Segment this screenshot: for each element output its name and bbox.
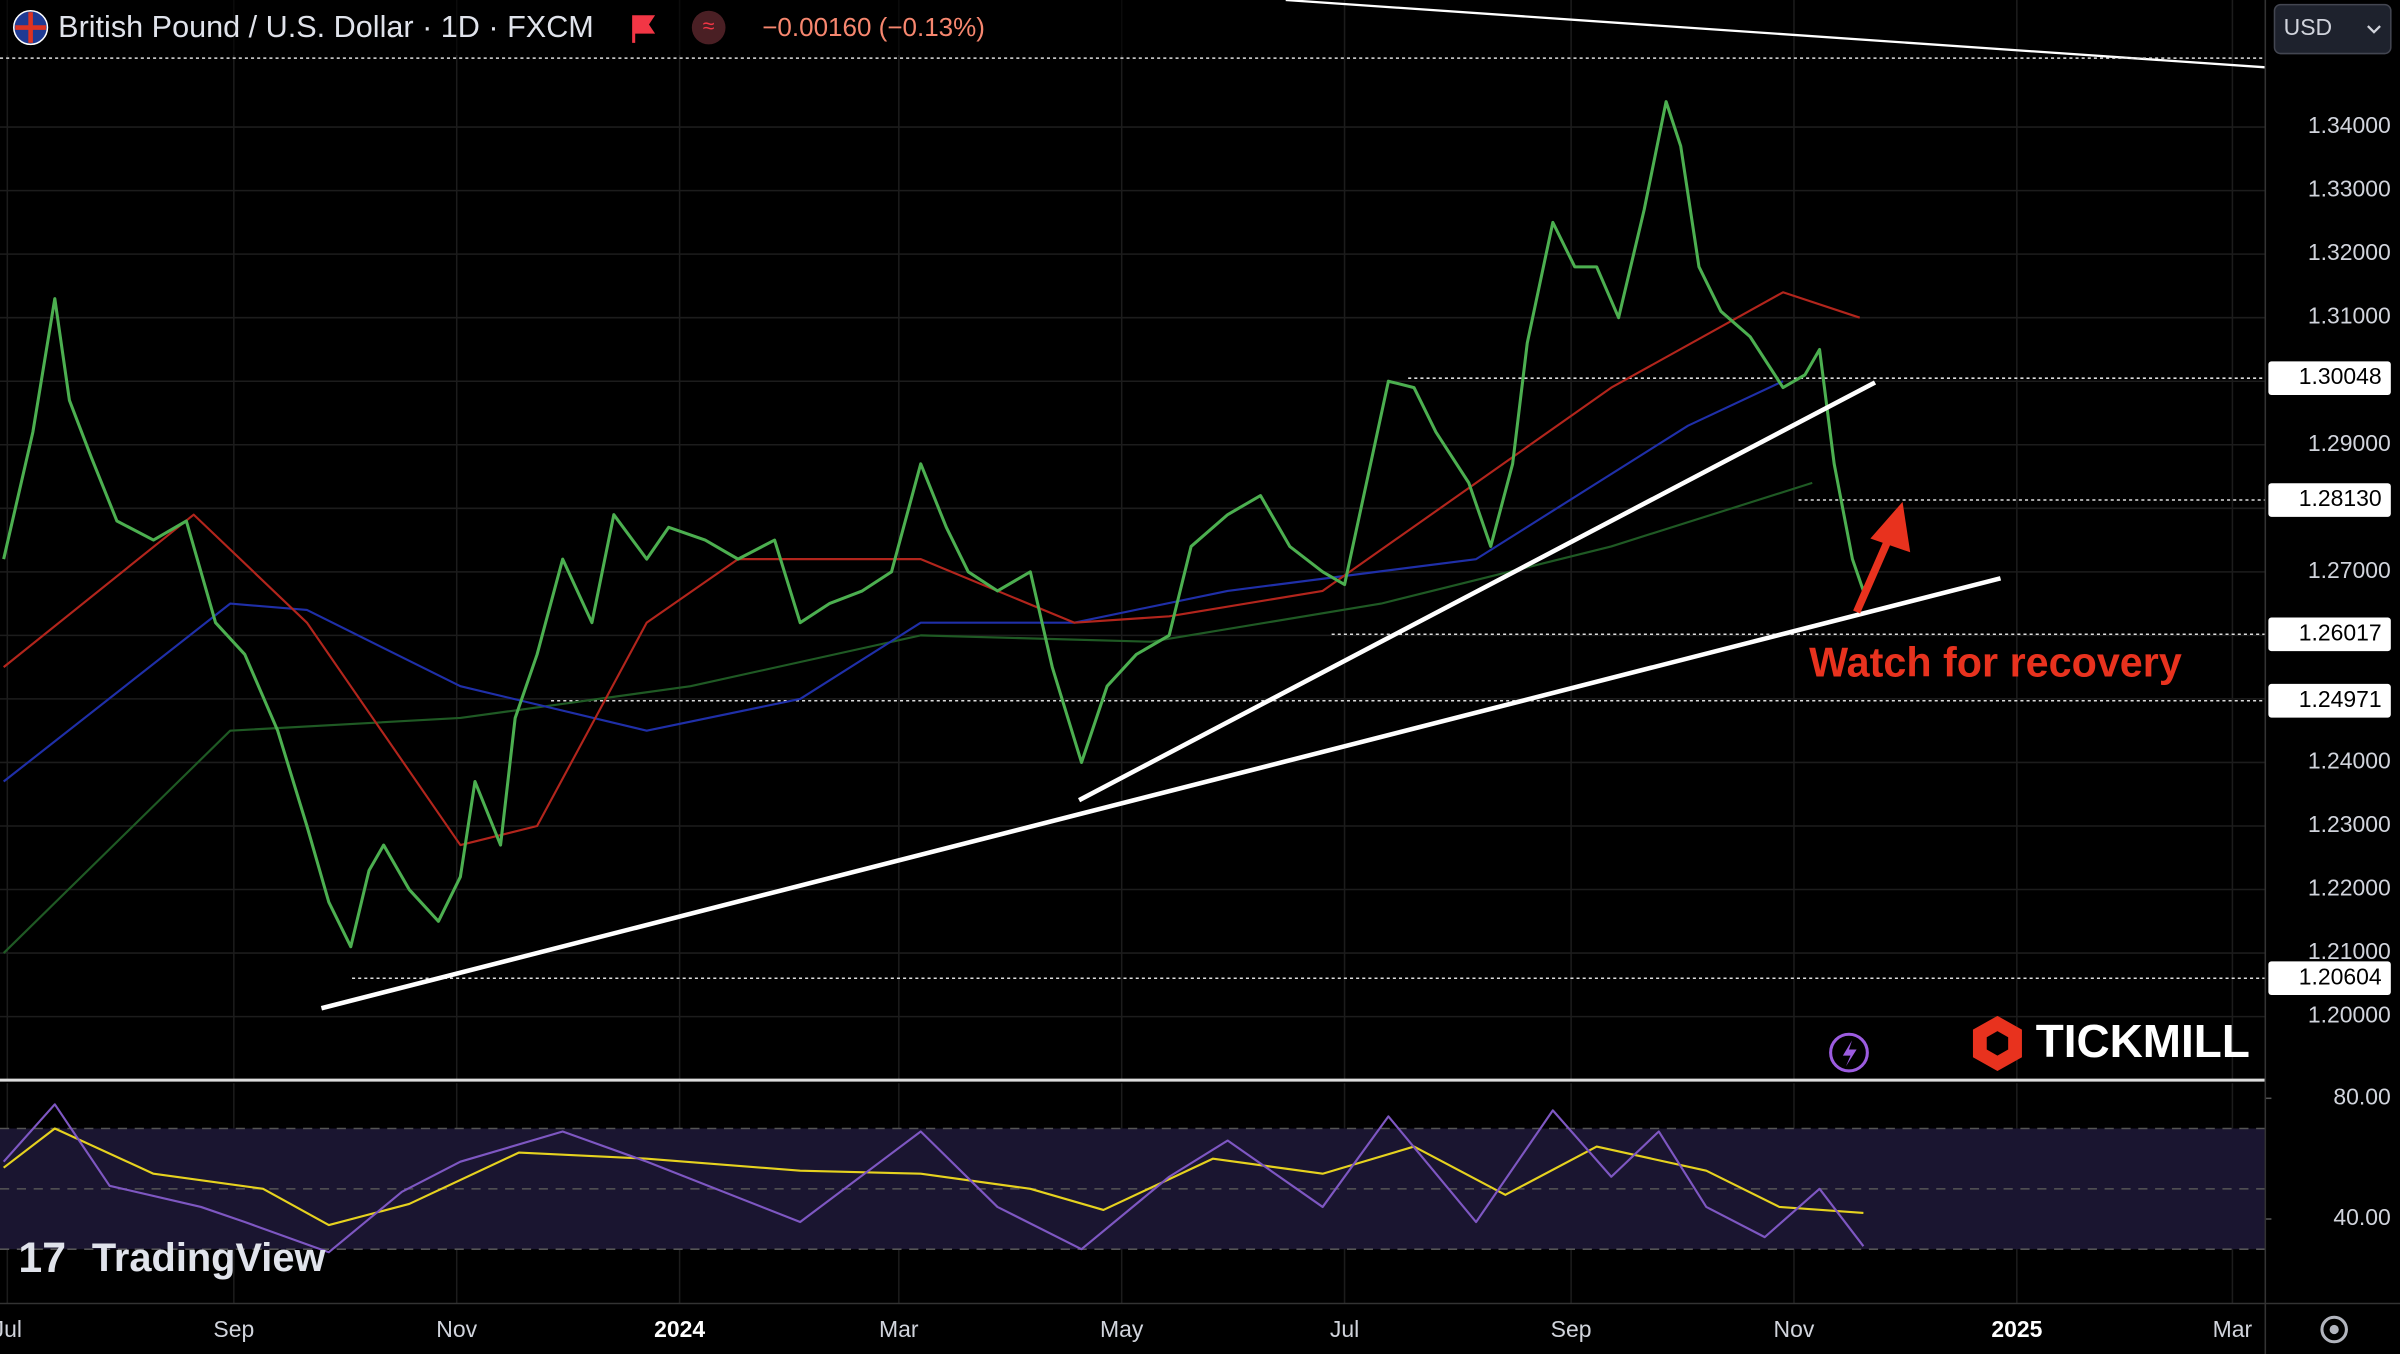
price-label: 1.24971	[2299, 686, 2382, 712]
annotation: Watch for recovery	[1809, 639, 2182, 685]
price-label-box	[2268, 961, 2391, 996]
price-label: 1.30048	[2299, 363, 2382, 389]
flag-icon[interactable]	[632, 15, 656, 43]
price-label-box	[2268, 617, 2391, 652]
x-tick-label: 2025	[1991, 1316, 2042, 1342]
y-tick-label: 1.31000	[2308, 303, 2391, 329]
arrow-head	[1870, 501, 1911, 553]
indicator-icon[interactable]	[691, 10, 726, 45]
price-label-box	[2268, 683, 2391, 718]
price-label-box	[2268, 361, 2391, 396]
symbol-title[interactable]: British Pound / U.S. Dollar · 1D · FXCM	[58, 10, 594, 44]
tradingview-logo: TradingView	[92, 1236, 327, 1280]
y-tick-label: 1.34000	[2308, 112, 2391, 138]
price-change: −0.00160 (−0.13%)	[762, 12, 985, 42]
currency-select[interactable]	[2273, 3, 2392, 55]
series-line	[2, 481, 1813, 954]
x-tick-label: Nov	[436, 1316, 477, 1342]
lightning-glyph	[1842, 1040, 1857, 1067]
y-tick-label: 1.33000	[2308, 176, 2391, 202]
x-tick-label: Sep	[1551, 1316, 1592, 1342]
trend-line	[1285, 0, 2266, 69]
settings-button[interactable]	[2320, 1315, 2348, 1344]
x-tick-label: Jul	[0, 1316, 22, 1342]
header-bg	[0, 0, 1164, 56]
axes: 1.200001.210001.220001.230001.240001.250…	[0, 112, 2391, 1342]
tv-logo-mark: 17	[18, 1234, 66, 1282]
series-line	[3, 1127, 1864, 1227]
series-line	[2, 380, 1784, 783]
y-tick-label: 1.24000	[2308, 748, 2391, 774]
y-tick-label: 40.00	[2333, 1204, 2390, 1230]
series-line	[2, 291, 1861, 847]
y-tick-label: 1.20000	[2308, 1002, 2391, 1028]
trend-line	[1078, 380, 1877, 803]
dropdown-caret	[2367, 25, 2381, 34]
grid	[0, 0, 2272, 1304]
y-tick-label: 80.00	[2333, 1083, 2390, 1109]
series-line	[2, 1103, 1865, 1254]
settings-glyph	[2329, 1324, 2339, 1335]
trend-line	[320, 576, 2002, 1011]
currency-label: USD	[2284, 14, 2332, 40]
indicator-icon-glyph: ≈	[703, 14, 715, 38]
price-label: 1.20604	[2299, 963, 2382, 989]
x-tick-label: Nov	[1774, 1316, 1815, 1342]
series-line	[2, 100, 1865, 949]
x-tick-label: Jul	[1330, 1316, 1359, 1342]
arrow	[1853, 537, 1893, 614]
y-tick-label: 1.29000	[2308, 430, 2391, 456]
y-tick-label: 1.21000	[2308, 938, 2391, 964]
x-tick-label: Sep	[213, 1316, 254, 1342]
lightning-button[interactable]	[1829, 1032, 1869, 1073]
y-tick-label: 1.22000	[2308, 875, 2391, 901]
x-tick-label: Mar	[879, 1316, 919, 1342]
y-tick-label: 1.32000	[2308, 239, 2391, 265]
tickmill-logo-mark	[1986, 1031, 2009, 1056]
price-label-box	[2268, 483, 2391, 517]
price-label: 1.28130	[2299, 485, 2382, 511]
y-tick-label: 1.27000	[2308, 557, 2391, 583]
plot	[2, 100, 2266, 1254]
price-label: 1.26017	[2299, 619, 2382, 645]
x-tick-label: Mar	[2213, 1316, 2253, 1342]
tickmill-logo: TICKMILL	[2036, 1015, 2250, 1067]
x-tick-label: 2024	[654, 1316, 705, 1342]
x-tick-label: May	[1100, 1316, 1144, 1342]
y-tick-label: 1.23000	[2308, 811, 2391, 837]
